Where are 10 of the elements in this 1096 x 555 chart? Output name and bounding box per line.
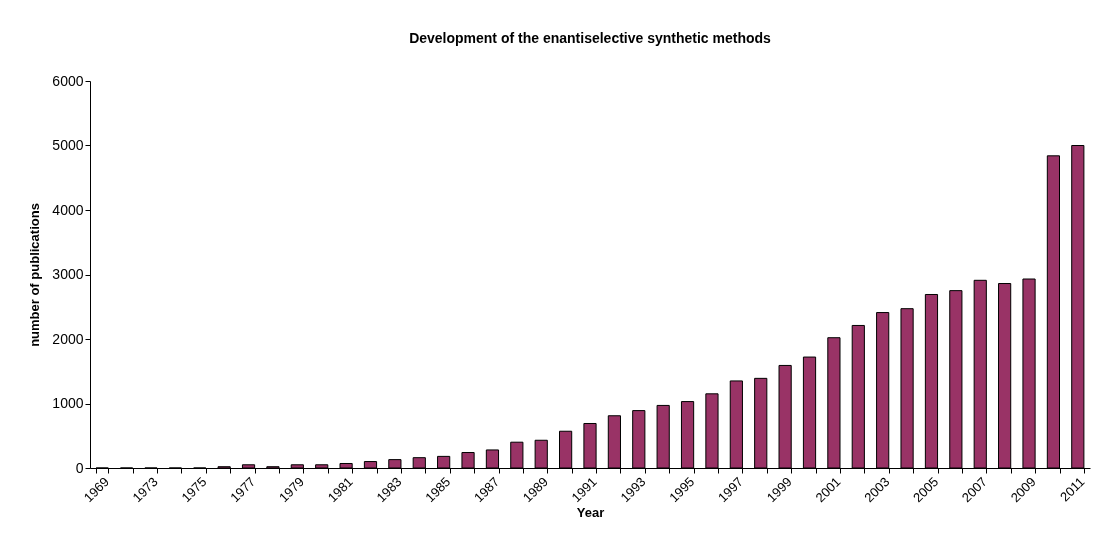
- y-tick-label: 2000: [52, 330, 84, 347]
- y-tick-label: 6000: [52, 72, 84, 89]
- x-axis-title: Year: [576, 505, 605, 521]
- chart-title: Development of the enantiselective synthetic methods: [409, 30, 772, 46]
- y-tick-label: 4000: [52, 201, 84, 218]
- y-tick-label: 1000: [52, 395, 84, 411]
- y-tick-label: 5000: [52, 137, 84, 153]
- y-tick-label: 3000: [52, 266, 84, 282]
- y-axis-title: number of publications: [27, 203, 43, 347]
- y-tick-label: 0: [75, 459, 84, 476]
